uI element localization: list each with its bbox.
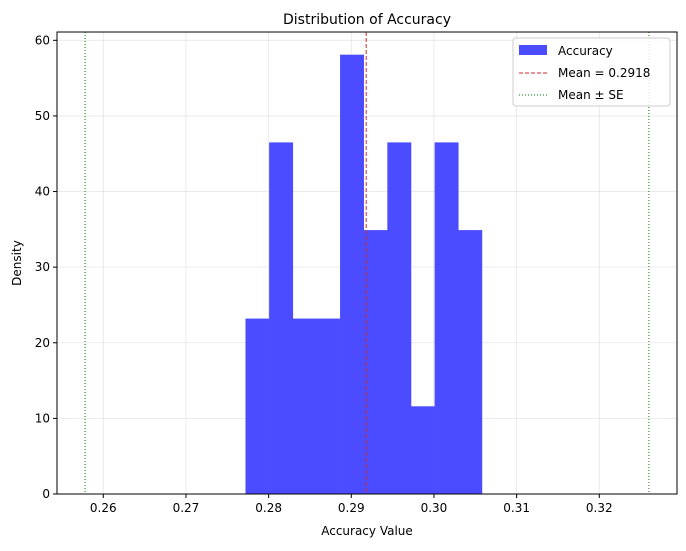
x-tick-label: 0.27 [173, 501, 200, 515]
legend: Accuracy Mean = 0.2918 Mean ± SE [512, 37, 671, 107]
histogram-bar [245, 318, 270, 494]
y-tick-label: 60 [35, 33, 50, 47]
legend-swatch-accuracy [519, 45, 547, 55]
legend-label-mean: Mean = 0.2918 [558, 66, 650, 80]
x-tick-label: 0.32 [586, 501, 613, 515]
x-tick-label: 0.30 [421, 501, 448, 515]
x-tick-label: 0.26 [90, 501, 117, 515]
x-tick-label: 0.29 [338, 501, 365, 515]
x-tick-label: 0.31 [503, 501, 530, 515]
histogram-bar [316, 318, 341, 494]
histogram-bar [387, 142, 412, 495]
histogram-bar [340, 54, 364, 495]
y-tick-label: 30 [35, 260, 50, 274]
plot-frame [56, 31, 678, 495]
histogram-bar [292, 318, 317, 494]
legend-label-se: Mean ± SE [558, 88, 624, 102]
chart-title: Distribution of Accuracy [283, 12, 451, 28]
ticks: 0.26 0.27 0.28 0.29 0.30 0.31 0.32 0 10 20 30 40 50 6… [35, 33, 613, 515]
legend-box [512, 37, 671, 107]
bars [245, 54, 483, 495]
x-tick-label: 0.28 [255, 501, 282, 515]
histogram-bar [410, 406, 435, 494]
histogram-bar [458, 230, 483, 494]
y-tick-label: 20 [35, 336, 50, 350]
y-tick-label: 40 [35, 185, 50, 199]
y-axis-label: Density [10, 240, 24, 286]
x-axis-label: Accuracy Value [321, 524, 413, 538]
histogram-bar [434, 142, 459, 495]
reference-lines [84, 32, 650, 494]
y-tick-label: 10 [35, 411, 50, 425]
y-tick-label: 0 [42, 487, 50, 501]
legend-label-accuracy: Accuracy [558, 44, 613, 58]
y-tick-label: 50 [35, 109, 50, 123]
histogram-bar [363, 230, 388, 494]
histogram-bar [269, 142, 294, 495]
